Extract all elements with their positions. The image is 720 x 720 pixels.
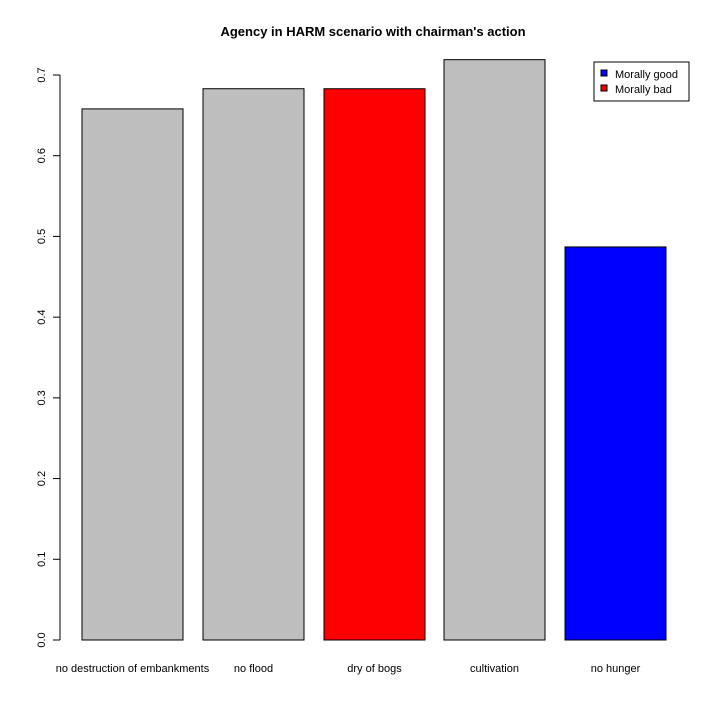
- y-axis: 0.0 0.1 0.2 0.3 0.4 0.5 0.6 0.7: [36, 67, 61, 648]
- y-tick-label: 0.1: [36, 552, 48, 567]
- bar: [323, 88, 426, 641]
- x-tick-label: no hunger: [591, 663, 641, 675]
- legend-swatch-morally-good: [600, 69, 608, 77]
- legend-swatch-morally-bad: [600, 84, 608, 92]
- y-tick-label: 0.7: [36, 67, 48, 82]
- legend-label-morally-bad: Morally bad: [615, 84, 672, 96]
- y-tick-label: 0.6: [36, 148, 48, 163]
- bar: [564, 246, 667, 641]
- x-axis-labels: no destruction of embankments no flood dry…: [56, 663, 641, 675]
- chart-title: Agency in HARM scenario with chairman's …: [220, 24, 525, 39]
- bar: [202, 88, 305, 641]
- y-tick-label: 0.3: [36, 390, 48, 405]
- x-tick-label: dry of bogs: [347, 663, 402, 675]
- legend-box: [593, 61, 690, 102]
- x-tick-label: cultivation: [470, 663, 519, 675]
- y-tick-label: 0.4: [36, 309, 48, 324]
- legend-label-morally-good: Morally good: [615, 69, 678, 81]
- bar: [443, 59, 546, 641]
- x-tick-label: no flood: [234, 663, 273, 675]
- bar: [81, 108, 184, 641]
- y-tick-label: 0.5: [36, 229, 48, 244]
- x-tick-label: no destruction of embankments: [56, 663, 210, 675]
- bars: [81, 59, 667, 641]
- y-tick-label: 0.2: [36, 471, 48, 486]
- y-tick-label: 0.0: [36, 632, 48, 647]
- legend: Morally good Morally bad: [593, 61, 690, 102]
